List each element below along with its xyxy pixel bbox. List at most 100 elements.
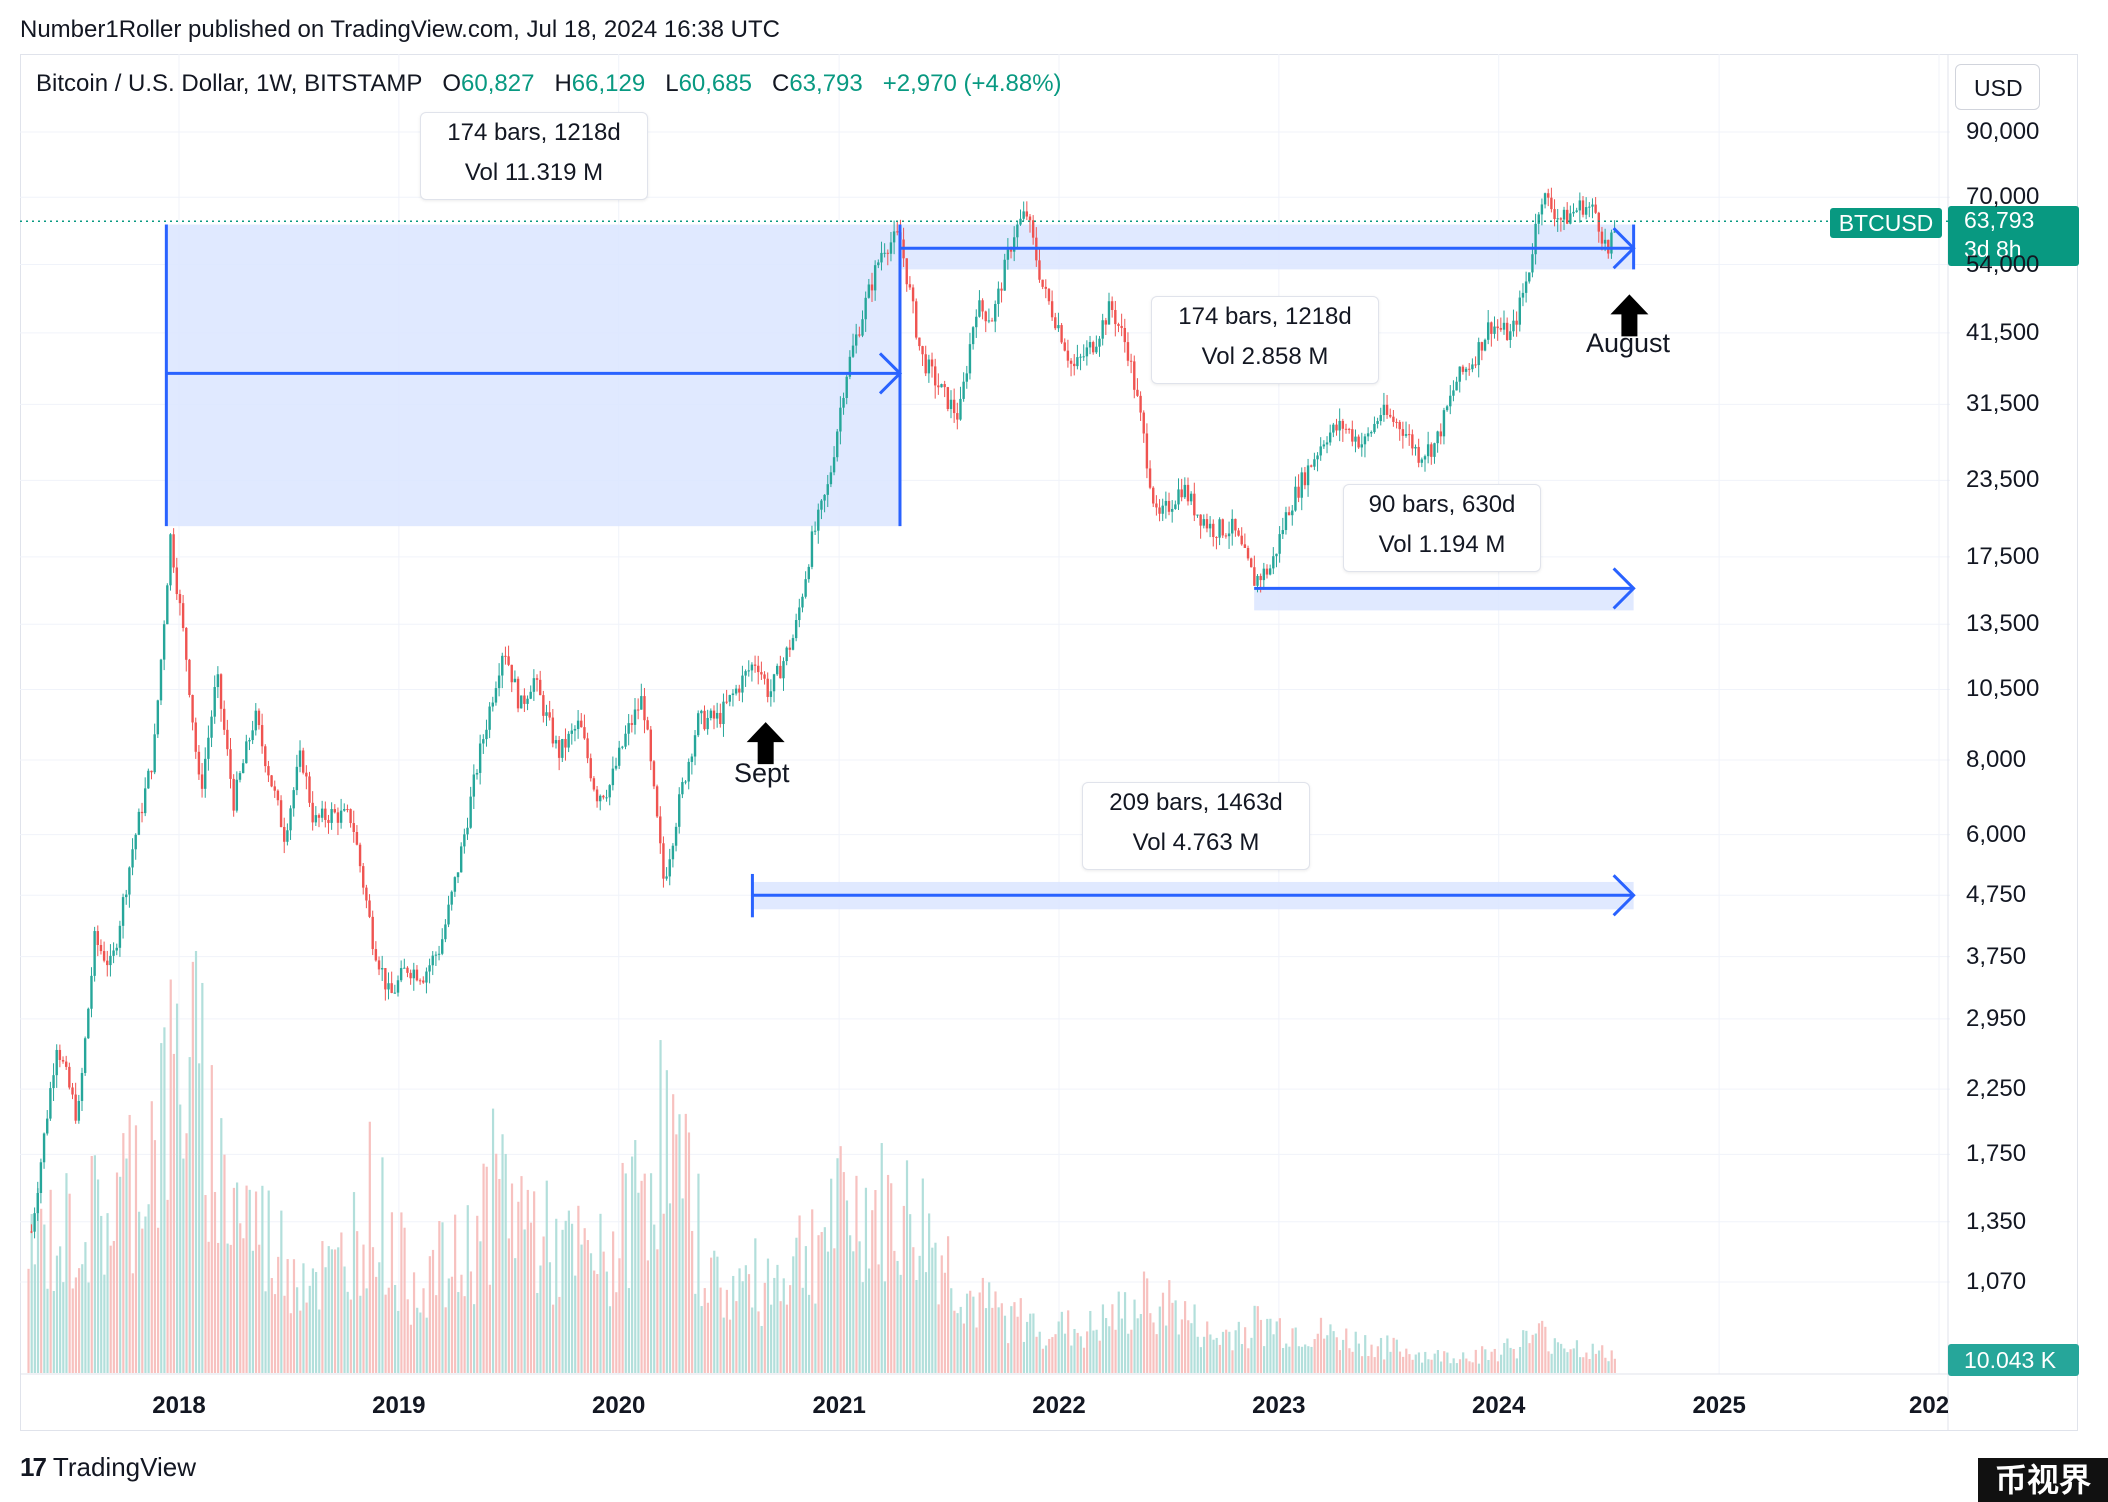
candle-body [892,231,896,243]
volume-bar [1575,1340,1579,1373]
candle-body [469,796,472,828]
candle-body [1316,455,1319,460]
candle-body [1088,342,1092,348]
candle-body [194,722,197,752]
candle-body [68,1066,71,1088]
measure-2-vol: Vol 2.858 M [1201,343,1329,370]
candle-body [605,797,608,799]
volume-bar [630,1156,634,1373]
candle-body [1038,260,1041,280]
candle-body [1373,423,1376,433]
candle-body [241,763,245,774]
measure-box-3: 90 bars, 630d Vol 1.194 M [1343,484,1541,572]
volume-bar [634,1140,637,1373]
candle-body [1499,328,1503,330]
candle-body [1281,530,1284,535]
volume-bar [1120,1318,1123,1373]
volume-bar [504,1153,507,1373]
volume-bar [254,1191,258,1373]
volume-bar [905,1160,909,1373]
candle-body [1044,286,1047,289]
volume-bar [545,1180,548,1373]
volume-bar [327,1246,330,1373]
candle-body [71,1087,74,1095]
candle-body [491,702,494,707]
candle-body [292,790,295,809]
volume-bar [1496,1361,1500,1373]
volume-bar [1247,1348,1250,1373]
candle-body [257,710,261,726]
candle-body [858,334,861,336]
candle-body [624,733,627,747]
y-tick-label: 90,000 [1966,118,2040,145]
volume-bar [1427,1359,1430,1373]
tradingview-logo[interactable]: 17 TradingView [20,1452,196,1483]
candle-body [1224,535,1228,537]
volume-bar [495,1153,498,1373]
volume-bar [55,1255,59,1373]
y-tick-label: 23,500 [1966,466,2040,494]
volume-bar [1604,1357,1607,1373]
y-tick-label: 31,500 [1966,390,2040,418]
volume-bar [649,1173,653,1373]
measure-1-arrow-head [878,352,903,395]
candle-body [368,900,371,917]
volume-bar [1063,1333,1067,1373]
volume-bar [1474,1349,1477,1373]
candle-body [760,672,763,675]
volume-bar [747,1274,751,1373]
candle-body [52,1075,55,1089]
candle-body [595,789,599,802]
currency-button[interactable]: USD [1955,64,2040,110]
candle-body [355,831,359,845]
candle-body [1559,218,1563,220]
candle-body [968,344,972,374]
volume-bar [1240,1344,1244,1373]
volume-bar [1082,1347,1086,1373]
candle-body [1344,428,1348,430]
volume-bar [618,1258,621,1373]
volume-bar [1499,1354,1503,1373]
volume-bar [1193,1304,1196,1373]
volume-bar [1354,1331,1357,1373]
candle-body [311,802,314,823]
close-label: C [771,70,790,97]
volume-bar [526,1189,529,1373]
volume-bar [1563,1348,1566,1373]
volume-bar [232,1187,236,1373]
x-tick-label: 2018 [152,1392,206,1419]
candle-body [937,385,940,388]
volume-bar [801,1287,804,1373]
volume-bar [1108,1326,1111,1373]
candle-body [210,716,213,738]
candle-body [453,877,457,892]
measure-area [1254,588,1634,611]
candle-body [775,665,779,675]
volume-bar [384,1294,387,1373]
candle-body [845,376,848,398]
candle-body [131,849,134,868]
volume-bar [1032,1313,1035,1373]
volume-bar [1231,1350,1234,1373]
candle-body [1319,446,1322,456]
candle-body [112,950,115,956]
high-label: H [554,70,572,97]
volume-bar [839,1146,842,1373]
volume-bar [719,1287,722,1373]
tradingview-logo-text: TradingView [52,1452,196,1482]
candle-body [1221,519,1224,536]
candle-body [115,947,118,951]
volume-bar [1130,1329,1133,1373]
candle-body [166,585,169,625]
candle-body [905,258,908,285]
candle-body [990,320,994,322]
volume-bar [548,1262,552,1373]
candle-body [1562,209,1566,220]
candle-body [1284,512,1288,531]
candle-body [1588,206,1591,208]
volume-bar [1092,1330,1095,1373]
candle-body [561,738,564,758]
candle-body [1028,216,1032,221]
candle-body [320,808,324,818]
